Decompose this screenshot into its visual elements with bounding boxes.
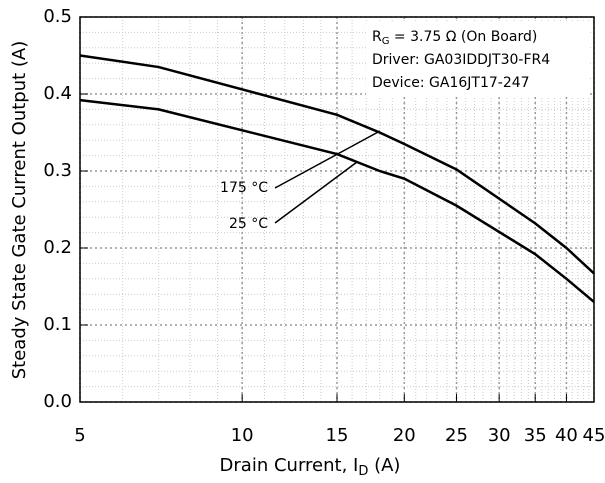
x-tick-label: 35 bbox=[524, 425, 547, 446]
plot-frame bbox=[79, 16, 595, 403]
annotation-box bbox=[366, 22, 590, 96]
x-tick-label: 15 bbox=[326, 425, 349, 446]
line bbox=[79, 98, 595, 303]
leader-line bbox=[274, 161, 358, 224]
line bbox=[79, 54, 595, 275]
y-tick-label: 0.3 bbox=[43, 160, 72, 181]
y-tick-label: 0.1 bbox=[43, 314, 72, 335]
x-axis-label: Drain Current, ID (A) bbox=[220, 455, 401, 479]
y-axis-label: Steady State Gate Current Output (A) bbox=[9, 41, 30, 380]
annotation: Device: GA16JT17-247 bbox=[372, 75, 530, 91]
annotation: RG = 3.75 Ω (On Board) bbox=[372, 29, 537, 47]
x-tick-label: 5 bbox=[74, 425, 85, 446]
x-tick-label: 20 bbox=[393, 425, 416, 446]
series-label: 25 °C bbox=[229, 216, 268, 232]
x-tick-label: 45 bbox=[583, 425, 605, 446]
series-label: 175 °C bbox=[220, 180, 268, 196]
y-tick-label: 0.5 bbox=[43, 6, 72, 27]
leader-line bbox=[274, 130, 381, 189]
x-tick-label: 40 bbox=[555, 425, 578, 446]
y-tick-label: 0.2 bbox=[43, 237, 72, 258]
annotation: Driver: GA03IDDJT30-FR4 bbox=[372, 52, 550, 68]
x-tick-label: 10 bbox=[231, 425, 254, 446]
y-tick-label: 0.4 bbox=[43, 83, 72, 104]
y-tick-label: 0.0 bbox=[43, 391, 72, 412]
x-tick-label: 30 bbox=[488, 425, 511, 446]
x-tick-label: 25 bbox=[445, 425, 468, 446]
